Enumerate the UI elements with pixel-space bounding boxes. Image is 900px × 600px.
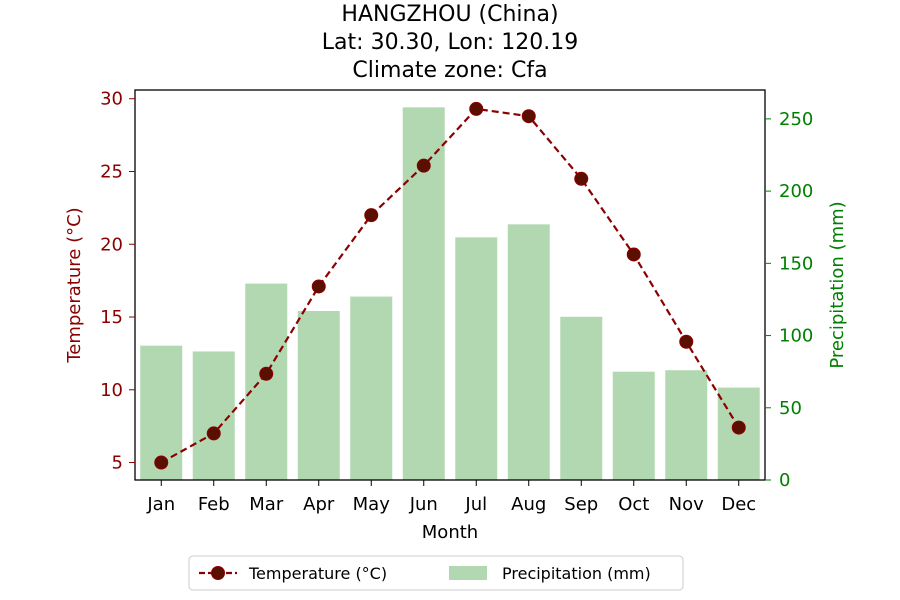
temperature-tick-label: 5 [112, 453, 123, 474]
precipitation-bar-mar [245, 283, 288, 480]
precipitation-tick-label: 200 [779, 181, 813, 202]
x-tick-label: Sep [564, 494, 598, 515]
temperature-point-may [364, 208, 379, 223]
x-tick-label: Aug [511, 494, 546, 515]
precipitation-bar-jul [455, 237, 498, 480]
temperature-point-jun [416, 158, 431, 173]
chart-title-line3: Climate zone: Cfa [352, 58, 547, 83]
temperature-tick-label: 20 [100, 234, 123, 255]
temperature-axis-label: Temperature (°C) [64, 207, 85, 363]
temperature-point-jul [469, 101, 484, 116]
x-tick-label: Jun [409, 494, 438, 515]
precipitation-bar-may [350, 296, 393, 480]
precipitation-tick-label: 250 [779, 109, 813, 130]
x-axis-label: Month [422, 522, 478, 543]
x-tick-label: May [353, 494, 391, 515]
temperature-tick-label: 30 [100, 89, 123, 110]
temperature-point-mar [259, 366, 274, 381]
legend-precipitation-swatch-icon [449, 566, 487, 580]
precipitation-bar-sep [560, 316, 603, 480]
temperature-point-aug [521, 109, 536, 124]
temperature-series [154, 101, 746, 470]
precipitation-bar-feb [192, 351, 235, 480]
legend: Temperature (°C) Precipitation (mm) [188, 555, 684, 591]
temperature-point-jan [154, 455, 169, 470]
x-axis: Jan Feb Mar Apr May Jun Jul Aug Sep Oct Nov Dec [146, 480, 756, 515]
precipitation-axis-label: Precipitation (mm) [827, 201, 848, 368]
temperature-axis: 5 10 15 20 25 30 [100, 89, 135, 474]
x-tick-label: Oct [618, 494, 649, 515]
temperature-point-apr [311, 279, 326, 294]
temperature-point-dec [731, 420, 746, 435]
precipitation-tick-label: 150 [779, 253, 813, 274]
precipitation-tick-label: 0 [779, 470, 790, 491]
x-tick-label: Jul [464, 494, 487, 515]
precipitation-bars [140, 107, 760, 480]
x-tick-label: Nov [669, 494, 704, 515]
x-tick-label: Mar [249, 494, 284, 515]
precipitation-bar-nov [665, 370, 708, 480]
temperature-tick-label: 10 [100, 380, 123, 401]
legend-precipitation-label: Precipitation (mm) [502, 564, 651, 583]
precipitation-bar-oct [612, 371, 655, 480]
x-tick-label: Dec [721, 494, 756, 515]
precipitation-bar-aug [507, 224, 550, 480]
temperature-point-sep [574, 171, 589, 186]
temperature-line [160, 107, 740, 464]
legend-box [188, 555, 684, 591]
chart-title-line2: Lat: 30.30, Lon: 120.19 [322, 30, 578, 55]
temperature-point-feb [206, 426, 221, 441]
precipitation-bar-apr [297, 311, 340, 480]
legend-temperature-label: Temperature (°C) [248, 564, 387, 583]
temperature-point-oct [626, 247, 641, 262]
chart-title-line1: HANGZHOU (China) [341, 2, 558, 27]
temperature-tick-label: 25 [100, 161, 123, 182]
x-tick-label: Apr [303, 494, 335, 515]
temperature-tick-label: 15 [100, 307, 123, 328]
precipitation-tick-label: 50 [779, 398, 802, 419]
legend-temperature-marker-icon [211, 566, 225, 580]
x-tick-label: Jan [146, 494, 175, 515]
precipitation-tick-label: 100 [779, 326, 813, 347]
temperature-point-nov [679, 334, 694, 349]
x-tick-label: Feb [198, 494, 230, 515]
plot-frame [134, 89, 766, 481]
precipitation-axis: 0 50 100 150 200 250 [765, 109, 813, 491]
